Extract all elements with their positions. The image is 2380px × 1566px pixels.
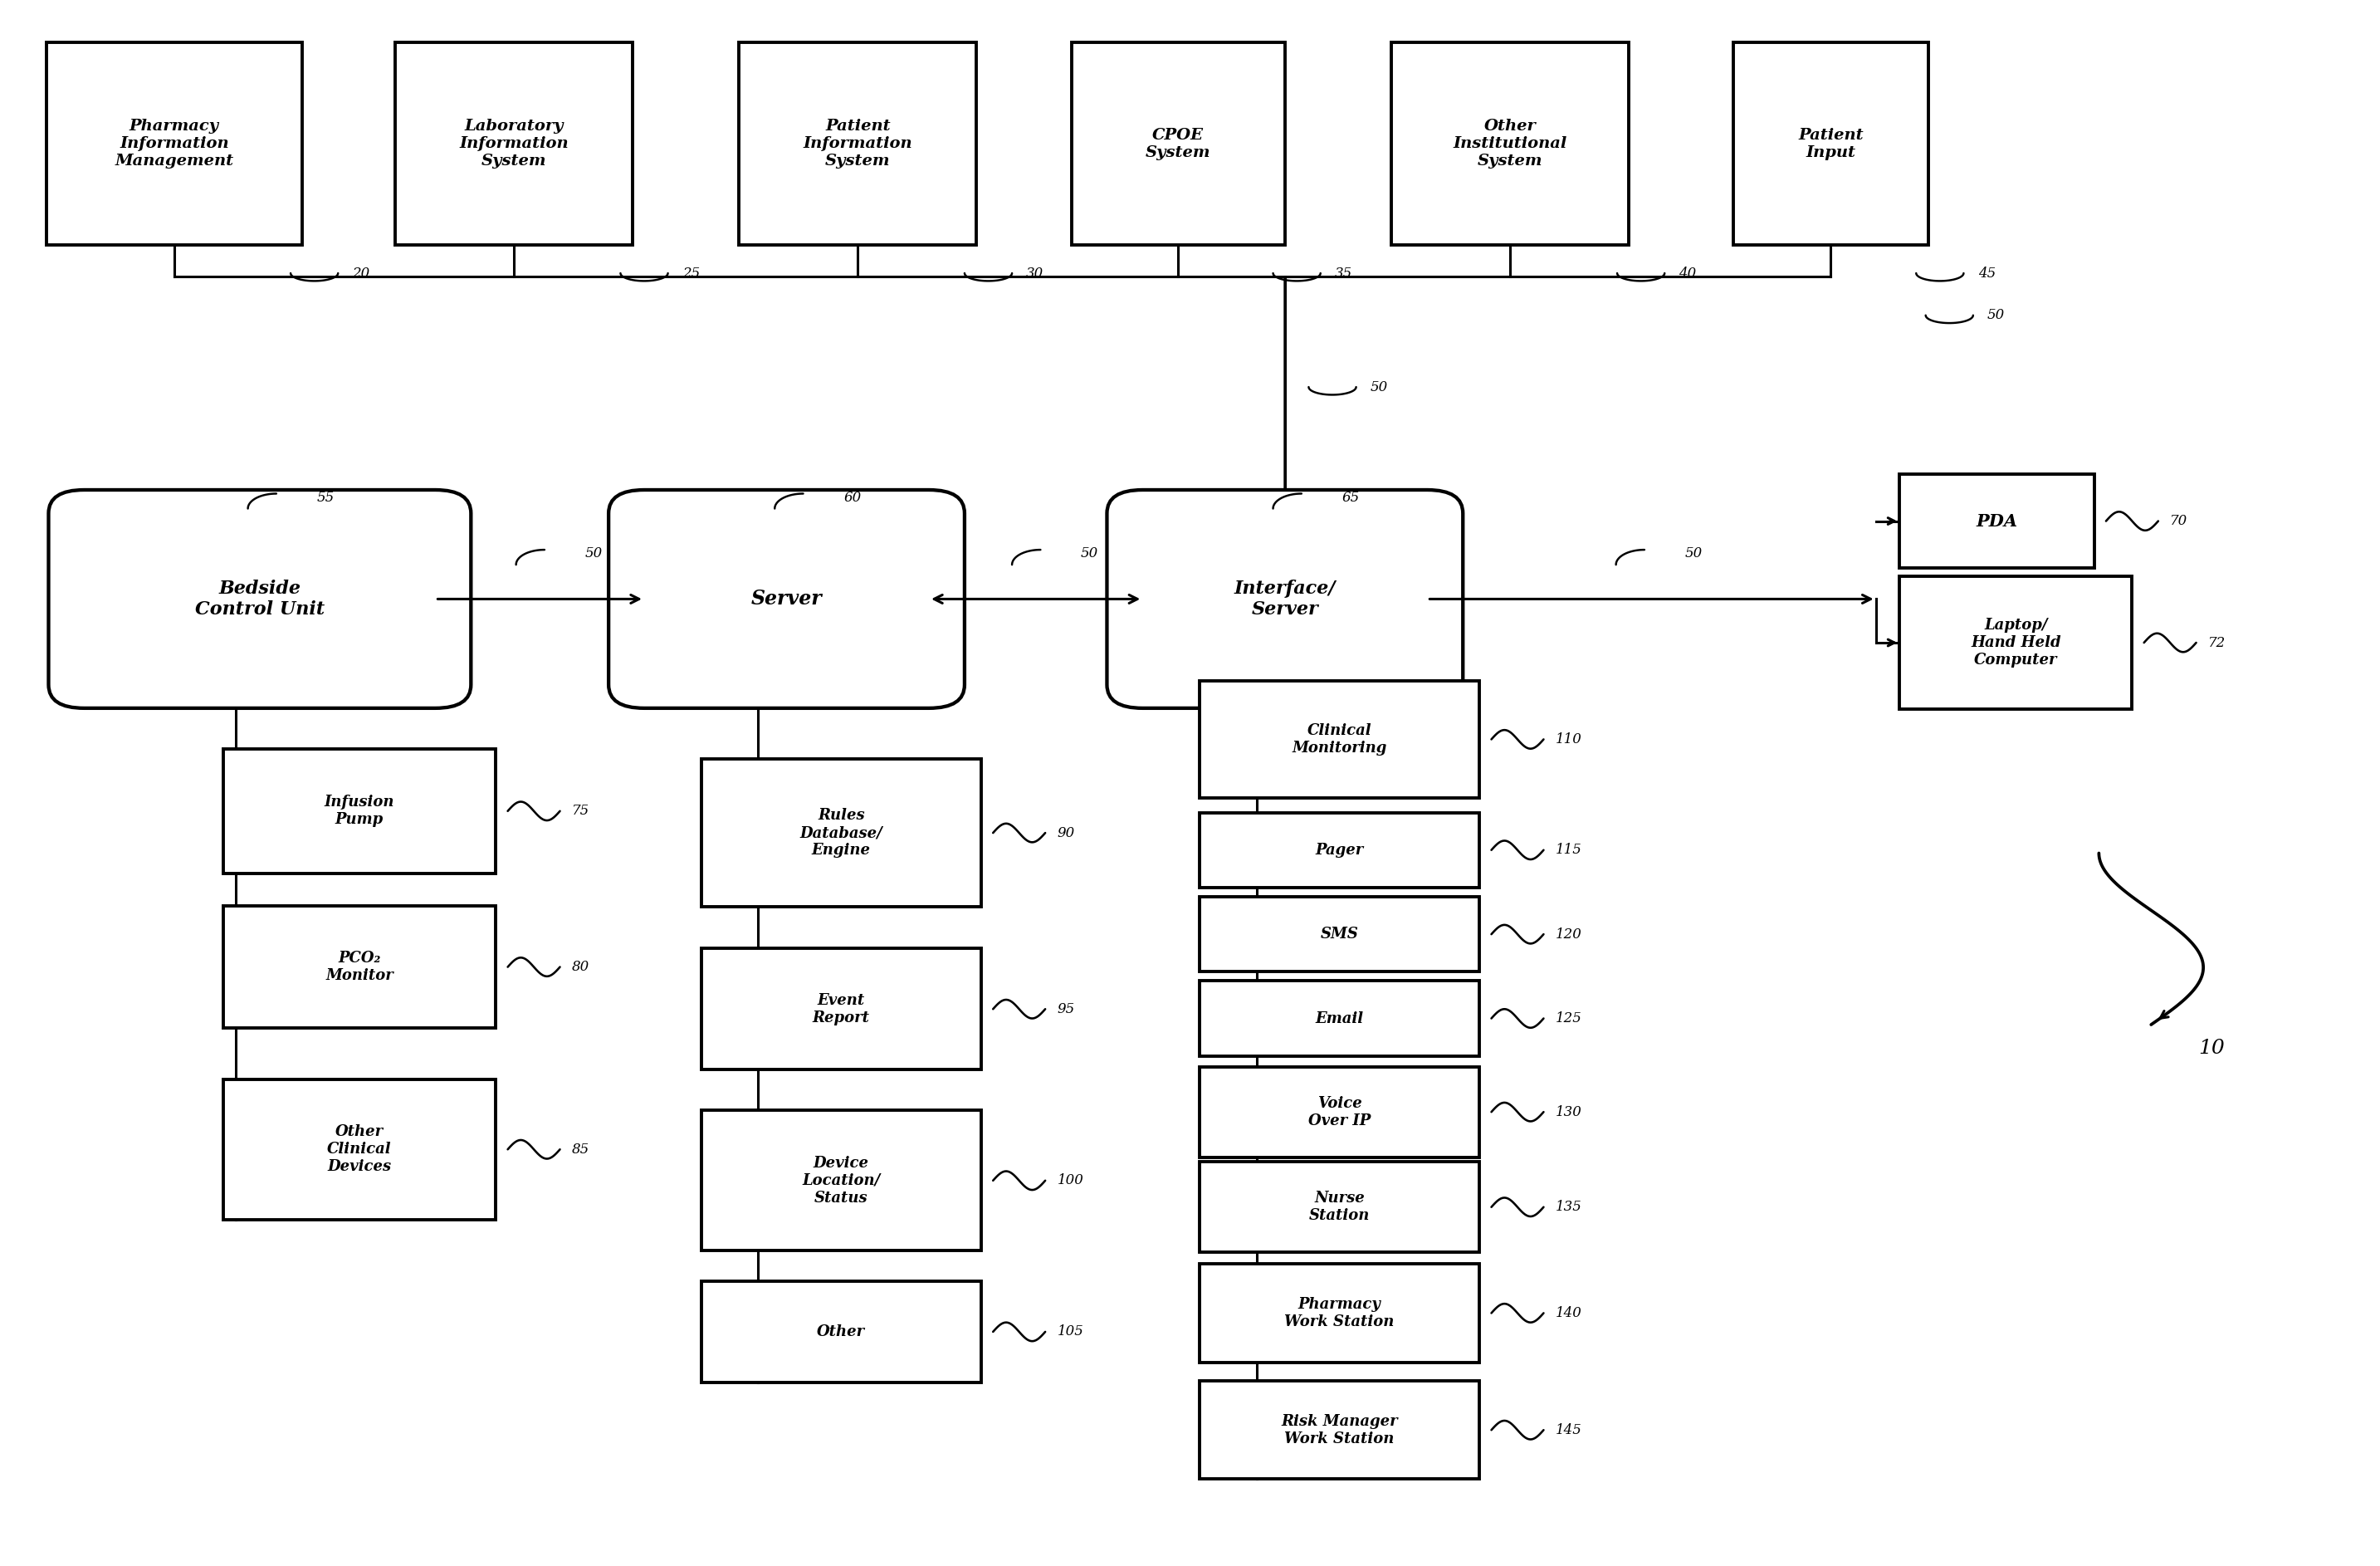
Bar (224, 1079, 495, 1220)
Bar (1200, 813, 1480, 888)
Bar (1200, 897, 1480, 971)
Bar (702, 760, 981, 907)
Bar (740, 42, 976, 246)
Text: Pager: Pager (1316, 843, 1364, 858)
Text: Other
Clinical
Devices: Other Clinical Devices (326, 1124, 393, 1174)
Bar (1733, 42, 1928, 246)
Bar (1200, 1264, 1480, 1362)
Bar (1200, 1162, 1480, 1253)
Text: 50: 50 (1081, 547, 1100, 561)
Text: SMS: SMS (1321, 927, 1359, 941)
Text: Event
Report: Event Report (812, 993, 869, 1026)
Text: 125: 125 (1557, 1012, 1583, 1026)
Text: CPOE
System: CPOE System (1145, 128, 1211, 160)
Text: 80: 80 (571, 960, 590, 974)
Text: 55: 55 (317, 490, 333, 504)
Text: Interface/
Server: Interface/ Server (1235, 579, 1335, 619)
Text: Infusion
Pump: Infusion Pump (324, 796, 395, 827)
Text: 130: 130 (1557, 1106, 1583, 1120)
Bar (1200, 1066, 1480, 1157)
Text: 72: 72 (2209, 636, 2225, 650)
Text: Clinical
Monitoring: Clinical Monitoring (1292, 723, 1388, 755)
Text: Other: Other (816, 1325, 866, 1339)
Bar (1392, 42, 1628, 246)
Text: Server: Server (752, 589, 821, 609)
Bar (1200, 1381, 1480, 1480)
Bar (1200, 681, 1480, 797)
Text: 110: 110 (1557, 733, 1583, 747)
Text: Nurse
Station: Nurse Station (1309, 1192, 1371, 1223)
Text: Laptop/
Hand Held
Computer: Laptop/ Hand Held Computer (1971, 619, 2061, 667)
Text: 50: 50 (585, 547, 602, 561)
Text: 30: 30 (1026, 266, 1045, 280)
Text: 45: 45 (1978, 266, 1994, 280)
Text: 85: 85 (571, 1142, 590, 1156)
Text: 140: 140 (1557, 1306, 1583, 1320)
Text: 105: 105 (1057, 1325, 1083, 1339)
Text: PDA: PDA (1975, 512, 2018, 529)
Text: 20: 20 (352, 266, 369, 280)
Text: PCO₂
Monitor: PCO₂ Monitor (326, 951, 393, 983)
Text: Rules
Database/
Engine: Rules Database/ Engine (800, 808, 883, 858)
Text: 90: 90 (1057, 825, 1076, 839)
Text: Pharmacy
Work Station: Pharmacy Work Station (1285, 1297, 1395, 1330)
Bar (702, 1110, 981, 1251)
Bar (1899, 576, 2132, 709)
Text: Risk Manager
Work Station: Risk Manager Work Station (1280, 1414, 1397, 1445)
FancyBboxPatch shape (609, 490, 964, 708)
Text: 50: 50 (1987, 309, 2004, 323)
Text: 75: 75 (571, 803, 590, 817)
Text: Patient
Information
System: Patient Information System (802, 119, 912, 169)
Text: 145: 145 (1557, 1423, 1583, 1438)
Text: 10: 10 (2199, 1038, 2225, 1057)
Text: 95: 95 (1057, 1002, 1076, 1016)
Text: Voice
Over IP: Voice Over IP (1309, 1096, 1371, 1128)
Bar (224, 907, 495, 1027)
Text: 70: 70 (2171, 514, 2187, 528)
Text: 65: 65 (1342, 490, 1359, 504)
FancyBboxPatch shape (48, 490, 471, 708)
FancyBboxPatch shape (1107, 490, 1464, 708)
Text: 120: 120 (1557, 927, 1583, 941)
Text: Bedside
Control Unit: Bedside Control Unit (195, 579, 324, 619)
Text: 50: 50 (1371, 381, 1388, 395)
Text: 35: 35 (1335, 266, 1352, 280)
Bar (1200, 980, 1480, 1055)
Text: Pharmacy
Information
Management: Pharmacy Information Management (114, 119, 233, 169)
Text: 25: 25 (683, 266, 700, 280)
Bar (702, 949, 981, 1070)
Text: Laboratory
Information
System: Laboratory Information System (459, 119, 569, 169)
Text: 100: 100 (1057, 1173, 1083, 1187)
Text: Email: Email (1316, 1012, 1364, 1026)
Text: 135: 135 (1557, 1200, 1583, 1214)
Bar (1071, 42, 1285, 246)
Bar (395, 42, 633, 246)
Text: 115: 115 (1557, 843, 1583, 857)
Bar (1899, 474, 2094, 568)
Bar (224, 749, 495, 874)
Text: Patient
Input: Patient Input (1799, 128, 1864, 160)
Text: 40: 40 (1678, 266, 1697, 280)
Text: Other
Institutional
System: Other Institutional System (1454, 119, 1568, 169)
Text: 60: 60 (843, 490, 862, 504)
Bar (45, 42, 302, 246)
Text: Device
Location/
Status: Device Location/ Status (802, 1156, 881, 1206)
Bar (702, 1281, 981, 1383)
Text: 50: 50 (1685, 547, 1702, 561)
